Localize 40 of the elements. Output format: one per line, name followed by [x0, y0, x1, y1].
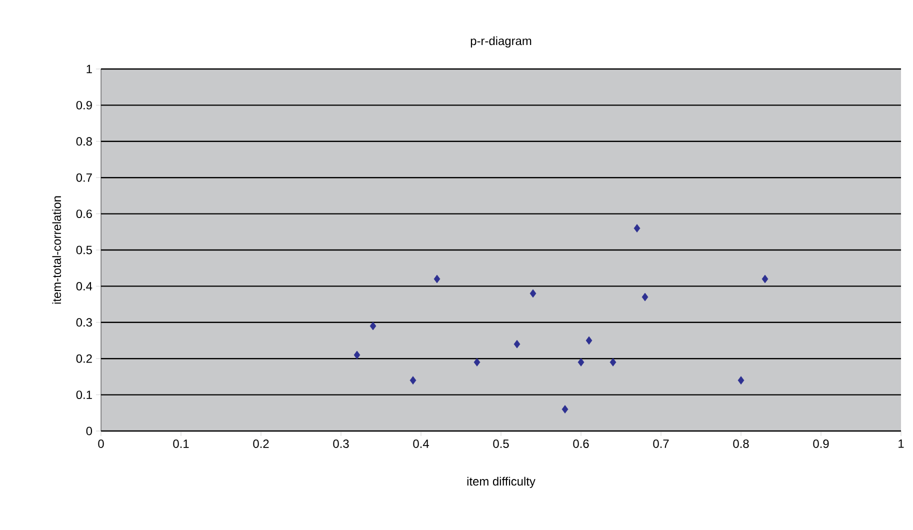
- y-tick-label: 0.3: [76, 318, 92, 327]
- point: [370, 322, 376, 330]
- point: [634, 224, 640, 232]
- point: [354, 350, 360, 360]
- x-tick-label: 0.2: [253, 440, 269, 448]
- x-axis-title: item difficulty: [467, 476, 536, 488]
- y-tick-label: 0.5: [76, 246, 92, 254]
- x-tick-label: 1: [898, 440, 904, 448]
- y-tick-label: 0: [86, 426, 92, 436]
- point: [434, 274, 440, 284]
- point: [530, 289, 536, 298]
- point: [738, 376, 744, 385]
- point: [562, 405, 568, 414]
- x-tick-label: 0.9: [813, 440, 829, 448]
- point: [586, 336, 592, 345]
- x-tick-label: 0.8: [733, 440, 749, 448]
- x-tick-label: 0.1: [173, 440, 189, 448]
- point: [578, 358, 584, 366]
- y-tick-label: 0.8: [76, 137, 92, 146]
- x-tick-label: 0.4: [413, 440, 429, 448]
- point: [514, 340, 520, 348]
- point: [410, 376, 416, 385]
- y-tick-label: 0.4: [76, 282, 92, 290]
- y-tick-label: 1: [86, 64, 92, 74]
- point: [642, 292, 648, 302]
- x-tick-label: 0.7: [653, 440, 669, 448]
- y-axis-title: item-total-correlation: [52, 196, 62, 304]
- x-tick-label: 0.6: [573, 440, 589, 448]
- y-tick-label: 0.7: [76, 173, 92, 182]
- y-tick-label: 0.6: [76, 210, 92, 218]
- y-tick-label: 0.1: [76, 390, 92, 400]
- y-tick-label: 0.2: [76, 354, 92, 363]
- chart-title: p-r-diagram: [470, 36, 532, 48]
- x-tick-label: 0.5: [493, 440, 509, 448]
- point: [610, 358, 616, 366]
- point: [474, 358, 480, 366]
- y-tick-label: 0.9: [76, 100, 92, 110]
- x-tick-label: 0: [98, 440, 104, 448]
- x-tick-label: 0.3: [333, 440, 349, 448]
- point: [762, 274, 768, 284]
